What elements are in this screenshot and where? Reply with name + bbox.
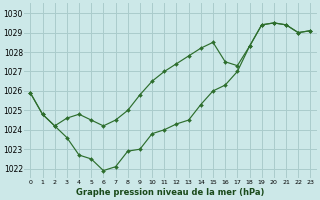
X-axis label: Graphe pression niveau de la mer (hPa): Graphe pression niveau de la mer (hPa) (76, 188, 265, 197)
